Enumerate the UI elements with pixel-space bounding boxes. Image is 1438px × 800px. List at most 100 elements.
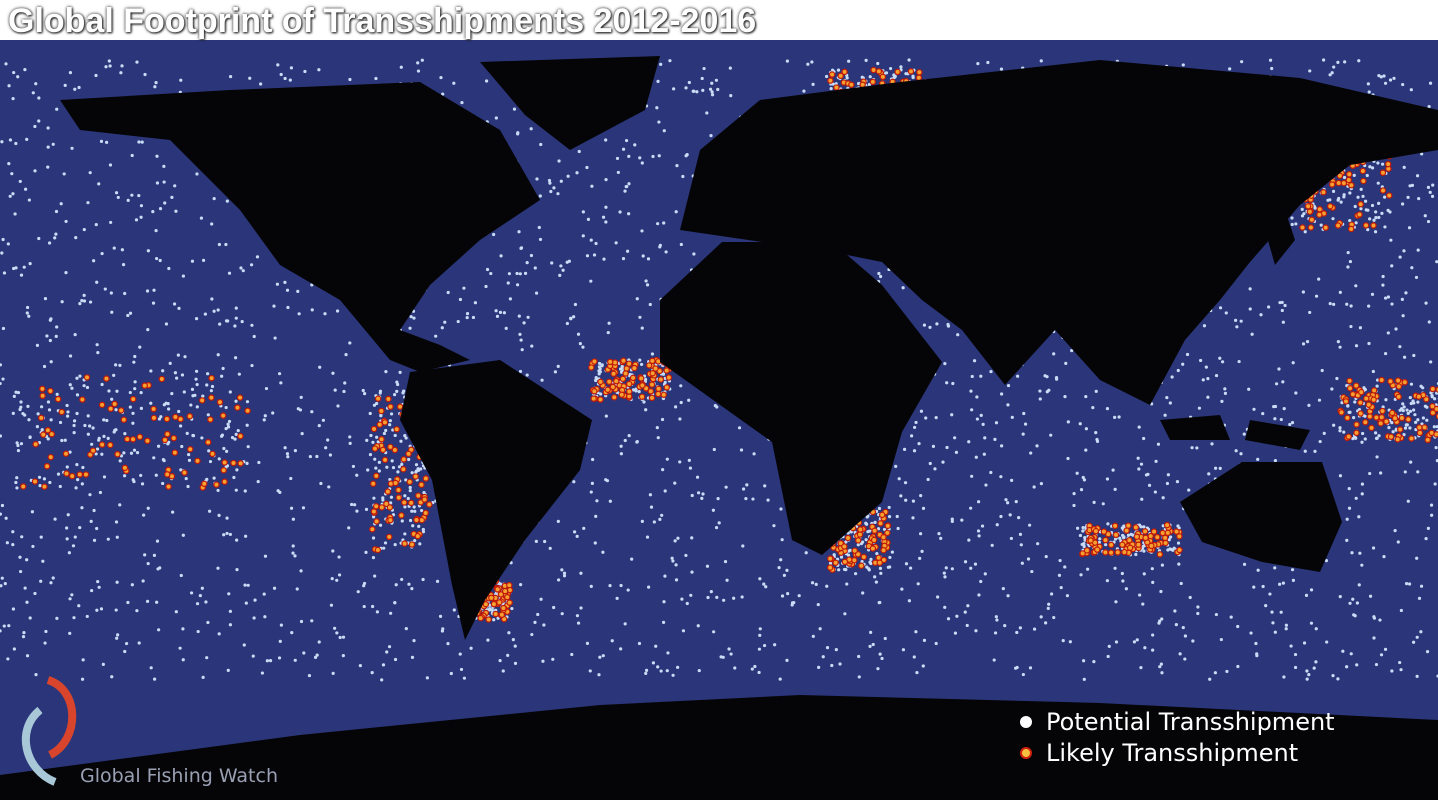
potential-dot — [324, 446, 328, 450]
potential-dot — [588, 669, 592, 673]
potential-dot — [1235, 325, 1239, 329]
potential-dot — [1293, 652, 1298, 657]
potential-dot — [200, 586, 204, 590]
likely-dot — [426, 501, 433, 508]
potential-dot — [1003, 624, 1007, 628]
potential-dot — [548, 546, 552, 550]
potential-dot — [1078, 533, 1083, 538]
potential-dot — [608, 499, 612, 503]
potential-dot — [508, 297, 512, 301]
potential-dot — [627, 154, 631, 158]
potential-dot — [207, 449, 211, 453]
potential-dot — [816, 602, 820, 607]
potential-dot — [908, 566, 913, 570]
potential-dot — [94, 452, 98, 456]
potential-dot — [0, 363, 2, 367]
potential-dot — [834, 648, 838, 652]
potential-dot — [46, 126, 50, 130]
likely-dot — [31, 478, 39, 485]
potential-dot — [724, 485, 728, 489]
potential-dot — [224, 405, 228, 410]
likely-dot — [405, 450, 412, 458]
potential-dot — [64, 219, 68, 224]
potential-dot — [1434, 445, 1438, 450]
potential-dot — [897, 477, 901, 481]
potential-dot — [534, 539, 538, 544]
potential-dot — [876, 527, 881, 531]
potential-dot — [875, 551, 879, 556]
potential-dot — [1366, 228, 1370, 232]
potential-dot — [37, 475, 42, 479]
potential-dot — [13, 212, 17, 216]
potential-dot — [1079, 488, 1084, 492]
potential-dot — [871, 642, 875, 647]
potential-dot — [979, 413, 983, 417]
potential-dot — [1000, 392, 1004, 396]
likely-dot — [1087, 537, 1094, 544]
likely-dot — [1378, 414, 1385, 421]
likely-dot — [876, 559, 883, 566]
potential-dot — [593, 541, 597, 545]
potential-dot — [110, 675, 114, 679]
potential-dot — [670, 556, 674, 560]
potential-dot — [335, 578, 339, 582]
potential-dot — [1181, 63, 1185, 67]
potential-dot — [1064, 361, 1068, 366]
potential-dot — [495, 314, 500, 319]
potential-dot — [504, 326, 508, 330]
potential-dot — [131, 421, 135, 425]
potential-dot — [786, 592, 790, 596]
likely-dot — [1383, 418, 1390, 425]
potential-dot — [235, 468, 239, 472]
likely-dot — [1123, 527, 1130, 534]
potential-dot — [945, 445, 949, 450]
potential-dot — [1177, 526, 1181, 530]
potential-dot — [20, 535, 24, 539]
potential-dot — [1191, 639, 1195, 643]
potential-dot — [331, 671, 335, 675]
likely-dot — [221, 459, 228, 466]
likely-dot — [870, 66, 877, 74]
likely-dot — [1338, 409, 1345, 416]
potential-dot — [836, 68, 841, 72]
potential-dot — [1415, 674, 1419, 678]
likely-dot — [1320, 189, 1327, 196]
potential-dot — [548, 181, 552, 185]
potential-dot — [154, 473, 158, 477]
potential-dot — [1207, 472, 1211, 476]
potential-dot — [604, 220, 608, 224]
potential-dot — [1390, 264, 1394, 268]
potential-dot — [874, 580, 878, 584]
potential-dot — [663, 489, 667, 493]
potential-dot — [1394, 327, 1398, 331]
potential-dot — [1270, 610, 1274, 614]
potential-dot — [1113, 537, 1118, 541]
potential-dot — [439, 75, 443, 80]
potential-dot — [627, 433, 631, 438]
potential-dot — [400, 577, 404, 582]
potential-dot — [225, 516, 229, 520]
potential-dot — [303, 69, 307, 74]
likely-dot — [63, 470, 70, 477]
potential-dot — [880, 656, 884, 661]
potential-dot — [1390, 302, 1394, 306]
potential-dot — [1383, 225, 1387, 229]
likely-dot — [496, 599, 503, 606]
potential-dot — [310, 619, 314, 623]
potential-dot — [313, 655, 318, 659]
likely-dot — [1150, 528, 1158, 535]
north-america — [60, 82, 540, 372]
potential-dot — [573, 302, 578, 307]
potential-dot — [1417, 596, 1422, 600]
likely-dot — [625, 380, 633, 388]
likely-dot — [1398, 414, 1406, 422]
potential-dot — [1352, 415, 1356, 420]
potential-dot — [96, 350, 100, 355]
potential-dot — [293, 449, 298, 453]
potential-dot — [1328, 73, 1332, 77]
likely-dot — [1358, 388, 1365, 396]
potential-dot — [804, 551, 808, 555]
potential-dot — [868, 644, 872, 648]
potential-dot — [1183, 657, 1187, 661]
likely-dot — [398, 512, 405, 519]
